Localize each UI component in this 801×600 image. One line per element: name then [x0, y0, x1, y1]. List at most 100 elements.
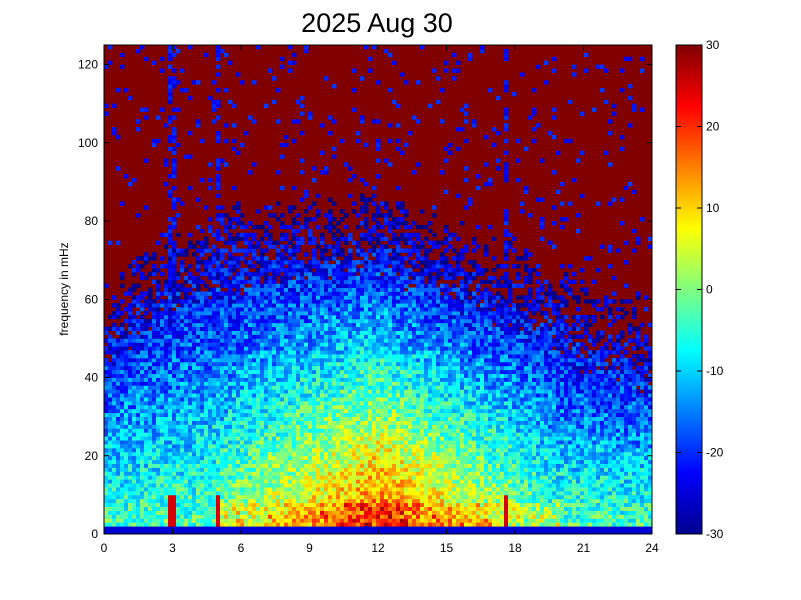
heatmap-cell — [140, 455, 145, 461]
heatmap-cell — [332, 326, 337, 331]
heatmap-cell — [344, 260, 349, 265]
heatmap-cell — [260, 283, 265, 288]
heatmap-cell — [116, 330, 121, 335]
heatmap-cell — [208, 385, 213, 390]
heatmap-cell — [344, 334, 349, 339]
heatmap-cell — [216, 526, 221, 531]
heatmap-cell — [336, 408, 341, 414]
heatmap-cell — [172, 342, 177, 347]
heatmap-cell — [228, 350, 233, 355]
heatmap-cell — [196, 334, 201, 339]
heatmap-cell — [332, 318, 337, 324]
heatmap-cell — [148, 440, 153, 445]
heatmap-cell — [220, 502, 225, 508]
heatmap-cell — [184, 342, 189, 347]
heatmap-cell — [356, 138, 361, 144]
heatmap-cell — [252, 334, 257, 339]
heatmap-cell — [188, 436, 193, 441]
heatmap-cell — [276, 299, 281, 304]
heatmap-cell — [344, 354, 349, 359]
heatmap-cell — [204, 330, 209, 335]
heatmap-cell — [316, 346, 321, 351]
heatmap-cell — [112, 487, 117, 492]
heatmap-cell — [168, 279, 173, 285]
heatmap-cell — [220, 318, 225, 324]
heatmap-cell — [208, 224, 213, 230]
heatmap-cell — [124, 338, 129, 343]
heatmap-cell — [260, 322, 265, 328]
heatmap-cell — [136, 311, 141, 316]
heatmap-cell — [104, 373, 109, 378]
heatmap-cell — [340, 389, 345, 394]
heatmap-cell — [144, 416, 149, 421]
heatmap-cell — [144, 338, 149, 343]
heatmap-cell — [116, 514, 121, 519]
heatmap-cell — [296, 244, 301, 249]
heatmap-cell — [276, 291, 281, 296]
heatmap-cell — [368, 389, 373, 394]
heatmap-cell — [180, 68, 185, 73]
heatmap-cell — [260, 451, 265, 457]
heatmap-cell — [368, 455, 373, 461]
heatmap-cell — [288, 369, 293, 375]
heatmap-cell — [212, 455, 217, 461]
heatmap-cell — [212, 397, 217, 402]
heatmap-cell — [192, 463, 197, 468]
heatmap-cell — [296, 459, 301, 464]
heatmap-cell — [168, 381, 173, 386]
heatmap-cell — [272, 99, 277, 105]
heatmap-cell — [116, 373, 121, 378]
heatmap-cell — [132, 506, 137, 511]
heatmap-cell — [276, 267, 281, 273]
heatmap-cell — [120, 400, 125, 406]
heatmap-cell — [172, 185, 177, 191]
heatmap-cell — [212, 279, 217, 285]
heatmap-cell — [196, 479, 201, 484]
heatmap-cell — [340, 248, 345, 253]
heatmap-cell — [208, 471, 213, 476]
heatmap-cell — [272, 283, 277, 288]
heatmap-cell — [168, 428, 173, 433]
heatmap-cell — [340, 451, 345, 457]
heatmap-cell — [232, 303, 237, 308]
heatmap-cell — [112, 338, 117, 343]
heatmap-cell — [260, 506, 265, 511]
heatmap-cell — [156, 389, 161, 394]
heatmap-cell — [184, 518, 189, 523]
heatmap-cell — [168, 502, 173, 508]
heatmap-cell — [124, 420, 129, 425]
heatmap-cell — [308, 424, 313, 429]
heatmap-cell — [172, 357, 177, 363]
heatmap-cell — [300, 377, 305, 382]
heatmap-cell — [144, 205, 149, 210]
heatmap-cell — [296, 357, 301, 363]
heatmap-cell — [264, 369, 269, 375]
heatmap-cell — [204, 326, 209, 331]
heatmap-cell — [120, 424, 125, 429]
heatmap-cell — [252, 494, 257, 500]
heatmap-cell — [196, 357, 201, 363]
heatmap-cell — [364, 209, 369, 214]
heatmap-cell — [192, 295, 197, 300]
heatmap-cell — [312, 350, 317, 355]
heatmap-cell — [108, 522, 113, 527]
heatmap-cell — [200, 252, 205, 257]
heatmap-cell — [244, 506, 249, 511]
heatmap-cell — [152, 424, 157, 429]
heatmap-cell — [120, 467, 125, 472]
heatmap-cell — [200, 385, 205, 390]
heatmap-cell — [216, 514, 221, 519]
heatmap-cell — [188, 381, 193, 386]
heatmap-cell — [196, 283, 201, 288]
heatmap-cell — [112, 526, 117, 531]
heatmap-cell — [232, 314, 237, 320]
heatmap-cell — [332, 354, 337, 359]
heatmap-cell — [340, 138, 345, 144]
heatmap-cell — [172, 76, 177, 81]
heatmap-cell — [272, 432, 277, 437]
heatmap-cell — [256, 408, 261, 414]
heatmap-cell — [344, 506, 349, 511]
heatmap-cell — [276, 463, 281, 468]
heatmap-cell — [224, 240, 229, 245]
heatmap-cell — [264, 440, 269, 445]
